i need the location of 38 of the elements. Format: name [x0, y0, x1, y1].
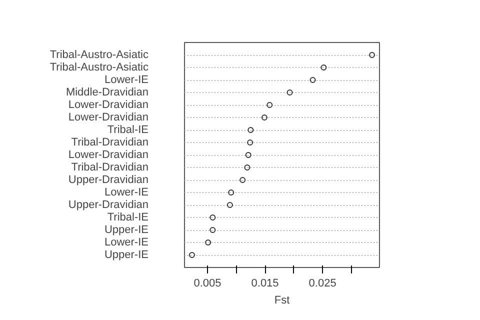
- point: [210, 227, 216, 233]
- point: [210, 214, 216, 220]
- y-tick-label: Upper-Dravidian: [68, 174, 149, 186]
- x-tick-label: 0.025: [308, 278, 336, 290]
- y-tick-label: Lower-IE: [104, 186, 149, 198]
- y-tick-label: Tribal-IE: [107, 212, 149, 224]
- y-tick-label: Tribal-IE: [107, 124, 149, 136]
- point: [248, 127, 254, 133]
- point: [369, 52, 376, 58]
- point: [266, 102, 273, 108]
- x-tick-label: 0.005: [194, 278, 222, 290]
- y-tick-label: Lower-Dravidian: [68, 149, 149, 161]
- y-tick-label: Lower-Dravidian: [68, 99, 149, 111]
- y-tick-label: Upper-Dravidian: [68, 199, 149, 211]
- y-tick-label: Tribal-Dravidian: [71, 162, 149, 174]
- y-tick-label: Tribal-Austro-Asiatic: [50, 62, 149, 74]
- point: [320, 64, 327, 70]
- point: [240, 177, 246, 183]
- y-tick-label: Upper-IE: [104, 249, 149, 261]
- y-tick-label: Middle-Dravidian: [66, 86, 149, 98]
- y-tick-label: Lower-IE: [104, 74, 149, 86]
- y-tick-label: Lower-Dravidian: [68, 112, 149, 124]
- y-tick-label: Lower-IE: [104, 236, 149, 248]
- point: [245, 152, 252, 158]
- y-tick-label: Tribal-Dravidian: [71, 136, 149, 148]
- point: [228, 190, 234, 196]
- point: [188, 252, 195, 258]
- point: [310, 77, 316, 83]
- y-tick-label: Tribal-Austro-Asiatic: [50, 49, 149, 61]
- point: [244, 164, 250, 170]
- y-tick-label: Upper-IE: [104, 224, 149, 236]
- point: [205, 240, 212, 246]
- point: [247, 140, 254, 146]
- x-axis-title: Fst: [274, 294, 290, 306]
- x-tick-label: 0.015: [251, 278, 279, 290]
- point: [226, 202, 233, 208]
- point: [286, 90, 293, 96]
- point: [261, 114, 268, 120]
